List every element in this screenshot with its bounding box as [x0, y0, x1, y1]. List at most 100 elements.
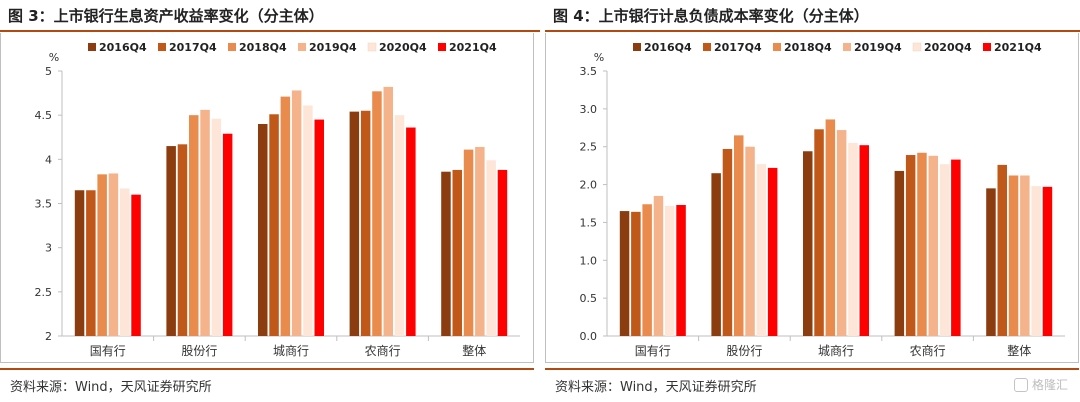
- right-bar-2020Q4-国有行: [665, 205, 675, 336]
- left-bar-2018Q4-城商行: [280, 96, 291, 336]
- right-bar-2021Q4-农商行: [951, 159, 961, 336]
- left-bar-2018Q4-国有行: [97, 174, 107, 336]
- left-legend-label-2019Q4: 2019Q4: [309, 41, 357, 54]
- right-bar-2018Q4-股份行: [734, 135, 744, 336]
- left-bar-2016Q4-整体: [441, 171, 451, 336]
- right-y-tick-label: 2.5: [580, 141, 598, 154]
- left-bar-2021Q4-整体: [497, 169, 508, 336]
- right-bar-2020Q4-农商行: [939, 164, 950, 336]
- left-chart-panel: 图 3：上市银行生息资产收益率变化（分主体） 2016Q4 2017Q4 2018Q…: [0, 0, 540, 395]
- right-y-tick-label: 3.5: [580, 65, 598, 78]
- left-legend-swatch-2016Q4: [88, 43, 96, 51]
- left-bar-2019Q4-整体: [475, 146, 485, 336]
- right-bar-2021Q4-整体: [1042, 186, 1053, 336]
- right-bar-2018Q4-农商行: [917, 152, 927, 336]
- right-x-tick-label: 城商行: [818, 343, 854, 358]
- watermark: 格隆汇: [1013, 376, 1068, 393]
- left-legend-label-2018Q4: 2018Q4: [239, 41, 287, 54]
- right-bar-2017Q4-整体: [997, 164, 1007, 336]
- right-legend-label-2019Q4: 2019Q4: [854, 41, 902, 54]
- left-bar-2018Q4-股份行: [189, 115, 199, 337]
- left-bar-2021Q4-农商行: [406, 127, 416, 337]
- right-bar-2021Q4-股份行: [767, 167, 778, 336]
- left-source-text: 资料来源：Wind，天风证券研究所: [10, 380, 212, 395]
- left-x-tick-label: 整体: [462, 343, 486, 358]
- left-y-tick-label: 2.5: [35, 286, 53, 299]
- left-bar-2017Q4-整体: [452, 169, 462, 336]
- left-chart-frame: [0, 33, 534, 363]
- right-bar-2016Q4-整体: [986, 188, 996, 336]
- right-bar-chart: 2016Q4 2017Q4 2018Q4 2019Q4 2020Q4 2021Q4% 0.0…: [580, 41, 1065, 358]
- right-source-bar: 资料来源：Wind，天风证券研究所: [545, 368, 1079, 400]
- left-bar-2019Q4-国有行: [108, 173, 119, 336]
- right-bar-2021Q4-城商行: [859, 145, 869, 336]
- left-legend-swatch-2020Q4: [367, 42, 377, 52]
- left-bar-chart: 2016Q4 2017Q4 2018Q4 2019Q4 2020Q4 2021Q4% 2 2.…: [35, 41, 520, 358]
- left-legend-swatch-2018Q4: [228, 43, 236, 51]
- right-legend-swatch-2021Q4: [983, 43, 991, 51]
- right-bar-2016Q4-城商行: [803, 151, 813, 336]
- left-bar-2017Q4-农商行: [360, 110, 371, 336]
- left-x-tick-label: 农商行: [365, 343, 401, 358]
- left-bar-2020Q4-农商行: [394, 115, 405, 337]
- left-chart-title: 图 3：上市银行生息资产收益率变化（分主体）: [8, 7, 324, 25]
- right-legend-swatch-2020Q4: [912, 42, 922, 52]
- left-bar-2016Q4-农商行: [349, 111, 360, 336]
- right-y-tick-label: 1.0: [580, 254, 598, 267]
- right-bar-2017Q4-国有行: [631, 211, 641, 336]
- right-x-tick-label: 整体: [1007, 343, 1031, 358]
- left-y-tick-label: 4.5: [35, 109, 53, 122]
- right-bar-2018Q4-整体: [1008, 175, 1019, 336]
- left-bar-2020Q4-股份行: [211, 118, 222, 336]
- right-bar-2021Q4-国有行: [676, 205, 686, 336]
- left-legend-label-2017Q4: 2017Q4: [169, 41, 217, 54]
- right-legend-label-2018Q4: 2018Q4: [784, 41, 832, 54]
- left-legend-label-2020Q4: 2020Q4: [379, 41, 427, 54]
- right-legend-label-2016Q4: 2016Q4: [644, 41, 692, 54]
- right-bar-2016Q4-国有行: [619, 211, 630, 336]
- right-x-tick-label: 国有行: [635, 344, 671, 358]
- right-bar-2018Q4-城商行: [825, 119, 836, 336]
- left-bar-2020Q4-整体: [486, 160, 496, 336]
- right-bar-2019Q4-股份行: [745, 146, 755, 336]
- right-legend-swatch-2016Q4: [633, 43, 641, 51]
- left-y-tick-label: 2: [45, 330, 52, 343]
- right-y-tick-label: 0.0: [580, 330, 598, 343]
- left-bar-2016Q4-国有行: [74, 190, 85, 336]
- left-legend-swatch-2017Q4: [158, 43, 166, 51]
- left-legend-label-2016Q4: 2016Q4: [99, 41, 147, 54]
- right-bar-2019Q4-整体: [1020, 175, 1030, 336]
- left-bar-2017Q4-国有行: [86, 190, 96, 336]
- right-bar-2017Q4-农商行: [905, 155, 916, 336]
- right-chart-panel: 图 4：上市银行计息负债成本率变化（分主体） 2016Q4 2017Q4 2018Q…: [545, 0, 1080, 395]
- left-y-tick-label: 5: [45, 65, 52, 78]
- left-bar-2019Q4-股份行: [200, 109, 210, 336]
- right-y-tick-label: 2.0: [580, 179, 598, 192]
- right-chart-frame: [545, 33, 1079, 363]
- left-chart-title-bar: 图 3：上市银行生息资产收益率变化（分主体）: [0, 0, 540, 32]
- right-chart-title: 图 4：上市银行计息负债成本率变化（分主体）: [553, 7, 869, 25]
- left-bar-2016Q4-股份行: [166, 146, 176, 336]
- right-chart-title-bar: 图 4：上市银行计息负债成本率变化（分主体）: [545, 0, 1080, 32]
- right-bar-2019Q4-城商行: [836, 130, 847, 336]
- left-bar-2018Q4-农商行: [372, 91, 382, 336]
- right-bar-2020Q4-股份行: [756, 164, 767, 336]
- left-bar-2021Q4-国有行: [131, 194, 141, 336]
- left-bar-2019Q4-农商行: [383, 86, 393, 337]
- right-legend-label-2017Q4: 2017Q4: [714, 41, 762, 54]
- right-legend-swatch-2019Q4: [843, 43, 851, 51]
- left-x-tick-label: 国有行: [90, 344, 126, 358]
- left-legend-swatch-2019Q4: [298, 43, 306, 51]
- right-legend-swatch-2017Q4: [703, 43, 711, 51]
- left-bar-2017Q4-城商行: [269, 114, 279, 337]
- right-bar-2017Q4-城商行: [814, 129, 824, 336]
- right-y-tick-label: 1.5: [580, 216, 598, 229]
- right-legend-label-2021Q4: 2021Q4: [994, 41, 1042, 54]
- left-source-bar: 资料来源：Wind，天风证券研究所: [0, 368, 534, 400]
- right-legend-label-2020Q4: 2020Q4: [924, 41, 972, 54]
- right-y-unit-label: %: [594, 51, 604, 64]
- left-x-tick-label: 股份行: [181, 344, 217, 358]
- right-bar-2019Q4-国有行: [653, 195, 664, 336]
- right-bar-2019Q4-农商行: [928, 155, 938, 336]
- left-bar-2017Q4-股份行: [177, 144, 188, 336]
